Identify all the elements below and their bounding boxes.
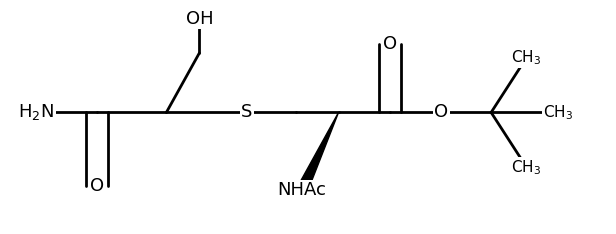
Text: S: S <box>241 103 253 121</box>
Text: NHAc: NHAc <box>277 181 326 199</box>
Text: H$_2$N: H$_2$N <box>18 102 54 122</box>
Text: O: O <box>91 176 105 194</box>
Text: O: O <box>383 35 397 53</box>
Text: CH$_3$: CH$_3$ <box>511 158 541 177</box>
Text: CH$_3$: CH$_3$ <box>511 48 541 67</box>
Text: CH$_3$: CH$_3$ <box>543 103 573 122</box>
Polygon shape <box>296 112 339 190</box>
Text: O: O <box>434 103 448 121</box>
Text: OH: OH <box>185 10 213 28</box>
